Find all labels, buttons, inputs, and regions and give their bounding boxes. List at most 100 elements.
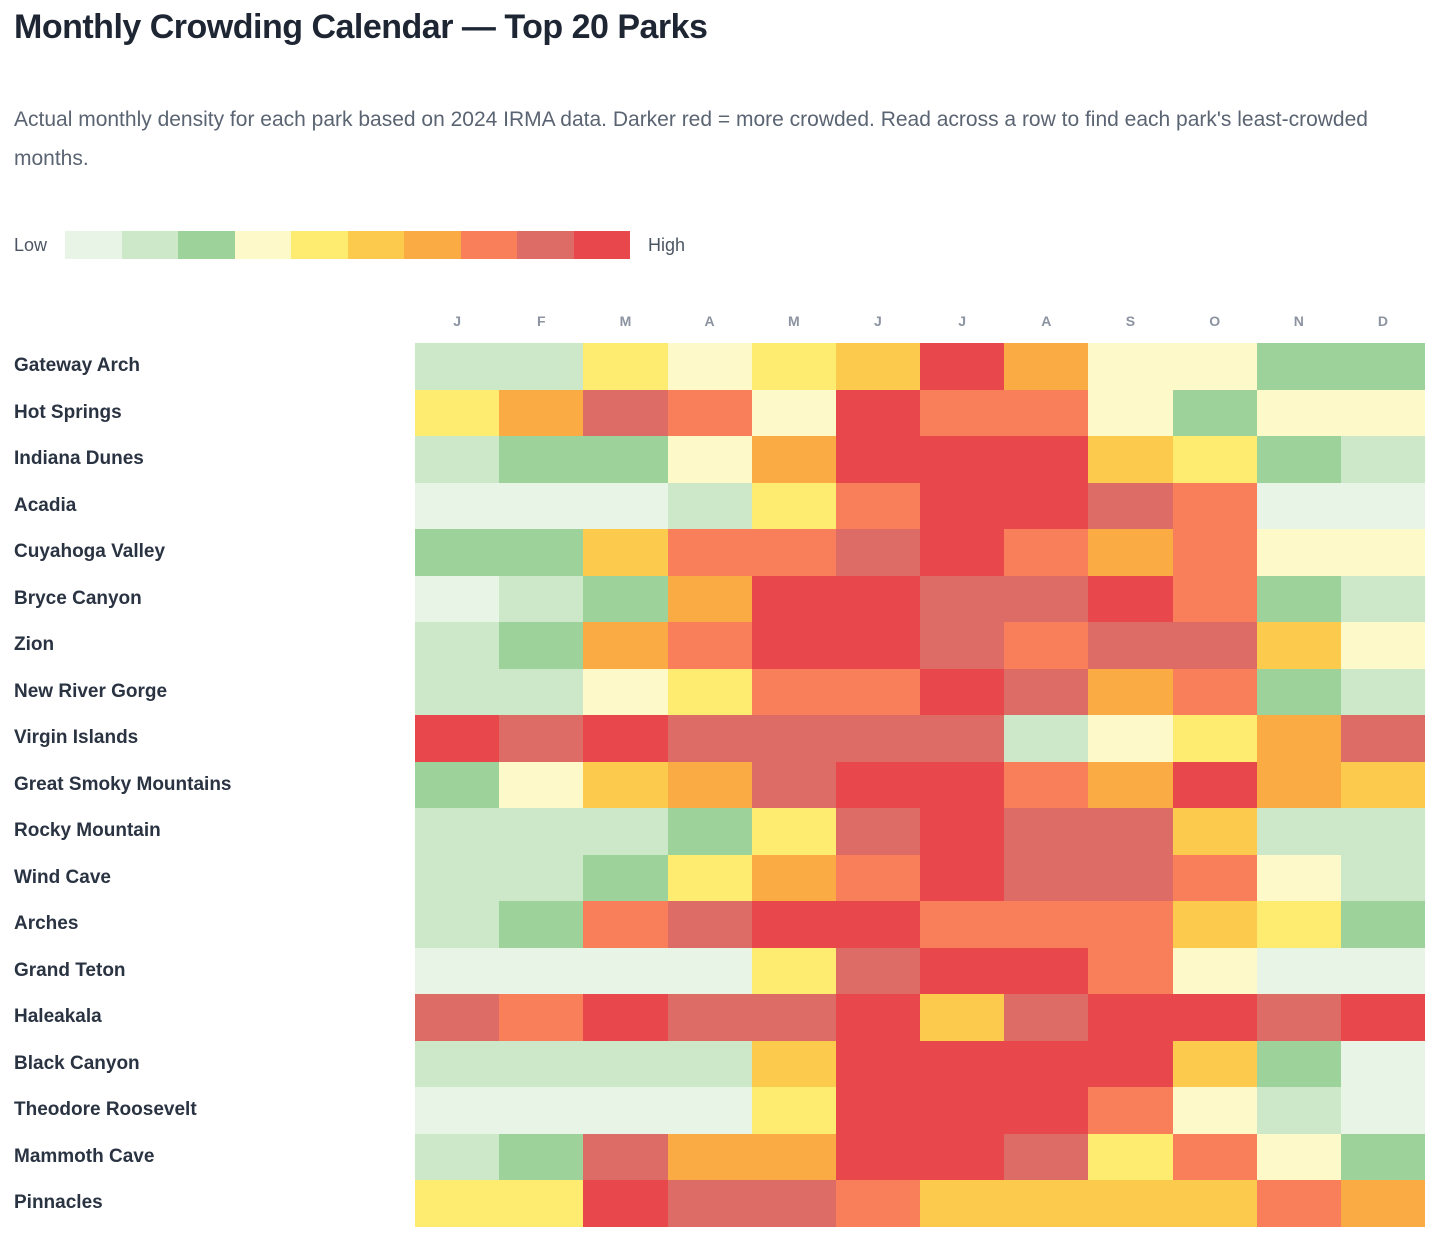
heatmap-cell [1004, 1133, 1089, 1180]
heatmap-cell [751, 715, 836, 762]
heatmap-cell [415, 901, 500, 948]
heatmap-cell [499, 901, 584, 948]
heatmap-cell [835, 1133, 921, 1180]
month-header-4: A [704, 313, 715, 329]
heatmap-cell [835, 482, 921, 529]
heatmap-cell [835, 389, 921, 436]
heatmap-cell [1088, 1133, 1173, 1180]
heatmap-cell [1088, 994, 1173, 1041]
park-row: Zion [0, 622, 1426, 669]
legend-swatch-level-5 [291, 231, 348, 259]
heatmap-cell [920, 761, 1005, 808]
heatmap-cell [1340, 482, 1426, 529]
heatmap-cell [920, 1133, 1005, 1180]
park-label: Theodore Roosevelt [14, 1099, 197, 1121]
park-row: Cuyahoga Valley [0, 529, 1426, 576]
park-label: New River Gorge [14, 680, 168, 702]
heatmap-cell [1340, 1040, 1426, 1087]
heatmap-cell [667, 668, 752, 715]
heatmap-cell [1004, 808, 1089, 855]
heatmap-cell [751, 343, 836, 390]
heatmap-cell [583, 1133, 668, 1180]
heatmap-cell [751, 808, 836, 855]
heatmap-cell [667, 482, 752, 529]
heatmap-cell [499, 622, 584, 669]
heatmap-cell [751, 1133, 836, 1180]
heatmap-cell [1256, 668, 1341, 715]
heatmap-cell [583, 1040, 668, 1087]
heatmap-cell [583, 436, 668, 483]
heatmap-cell [835, 854, 921, 901]
heatmap-cell [920, 715, 1005, 762]
park-month-cells [415, 436, 1426, 483]
heatmap-cell [920, 1040, 1005, 1087]
heatmap-cell [1340, 529, 1426, 576]
heatmap-cell [1256, 436, 1341, 483]
park-month-cells [415, 715, 1426, 762]
heatmap-cell [835, 343, 921, 390]
park-row: Mammoth Cave [0, 1133, 1426, 1180]
heatmap-cell [1088, 761, 1173, 808]
park-row: Great Smoky Mountains [0, 761, 1426, 808]
heatmap-cell [1172, 808, 1257, 855]
heatmap-cell [920, 901, 1005, 948]
park-row: Hot Springs [0, 389, 1426, 436]
month-header-3: M [619, 313, 632, 329]
heatmap-cell [751, 761, 836, 808]
heatmap-cell [1256, 1180, 1341, 1227]
heatmap-cell [1004, 389, 1089, 436]
park-month-cells [415, 529, 1426, 576]
heatmap-cell [751, 901, 836, 948]
heatmap-cell [751, 575, 836, 622]
heatmap-cell [1256, 1087, 1341, 1134]
heatmap-cell [1172, 854, 1257, 901]
park-label: Grand Teton [14, 959, 126, 981]
heatmap-cell [1340, 1087, 1426, 1134]
heatmap-cell [1088, 715, 1173, 762]
heatmap-cell [667, 1040, 752, 1087]
heatmap-cell [751, 1087, 836, 1134]
heatmap-cell [667, 854, 752, 901]
heatmap-cell [1088, 529, 1173, 576]
heatmap-cell [751, 1040, 836, 1087]
heatmap-cell [415, 343, 500, 390]
heatmap-cell [499, 529, 584, 576]
heatmap-cell [667, 947, 752, 994]
heatmap-cell [1256, 622, 1341, 669]
park-row: Gateway Arch [0, 343, 1426, 390]
heatmap-cell [1256, 715, 1341, 762]
legend-swatch-level-2 [121, 231, 179, 259]
heatmap-cell [1004, 761, 1089, 808]
legend-swatch-level-7 [404, 231, 461, 259]
heatmap-cell [415, 389, 500, 436]
heatmap-cell [1340, 436, 1426, 483]
heatmap-cell [499, 947, 584, 994]
park-label: Zion [14, 634, 55, 656]
park-month-cells [415, 808, 1426, 855]
heatmap-cell [1004, 994, 1089, 1041]
heatmap-cell [415, 1087, 500, 1134]
heatmap-cell [415, 947, 500, 994]
heatmap-cell [920, 854, 1005, 901]
month-header-8: A [1041, 313, 1052, 329]
heatmap-cell [751, 854, 836, 901]
park-row: Arches [0, 901, 1426, 948]
park-month-cells [415, 622, 1426, 669]
heatmap-cell [751, 947, 836, 994]
crowding-heatmap: Gateway Arch Hot Springs Indiana Dunes Acad… [0, 343, 1426, 1227]
heatmap-cell [1172, 761, 1257, 808]
heatmap-cell [1004, 436, 1089, 483]
heatmap-cell [920, 482, 1005, 529]
heatmap-cell [583, 529, 668, 576]
heatmap-cell [415, 994, 500, 1041]
heatmap-cell [1088, 808, 1173, 855]
heatmap-cell [1256, 854, 1341, 901]
heatmap-cell [1256, 482, 1341, 529]
heatmap-cell [751, 529, 836, 576]
heatmap-cell [1088, 668, 1173, 715]
heatmap-cell [835, 1087, 921, 1134]
heatmap-cell [583, 622, 668, 669]
park-month-cells [415, 389, 1426, 436]
heatmap-cell [1172, 622, 1257, 669]
park-label: Bryce Canyon [14, 587, 142, 609]
